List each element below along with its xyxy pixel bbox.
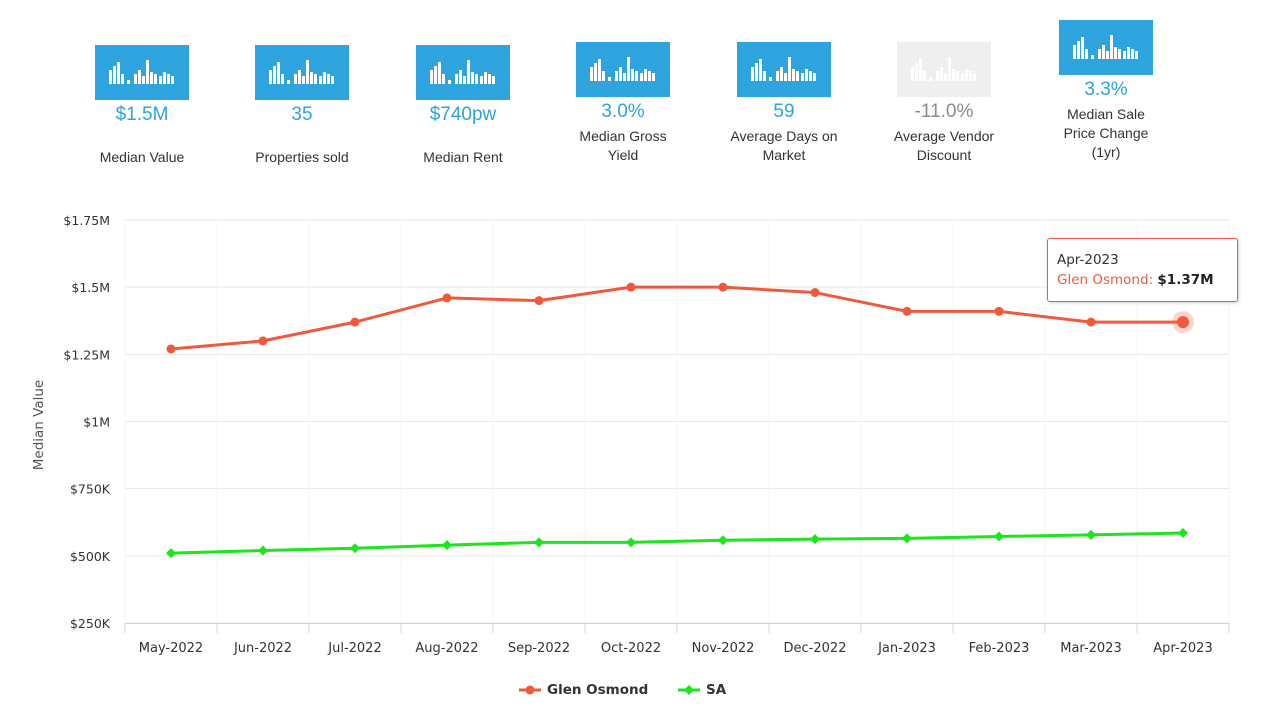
stat-average-days-on-market[interactable]: 59 Average Days on Market — [709, 42, 859, 165]
stat-label: Median Value — [99, 149, 185, 165]
stat-value: 3.3% — [1084, 79, 1128, 100]
legend-label: Glen Osmond — [547, 682, 649, 698]
tooltip-value: $1.37M — [1157, 272, 1214, 288]
x-tick-label: Jul-2022 — [327, 641, 381, 656]
y-tick-label: $1.25M — [63, 347, 110, 362]
stat-value: 59 — [773, 101, 795, 122]
stat-label: Properties sold — [255, 149, 349, 165]
y-tick-label: $1.5M — [71, 280, 110, 295]
stat-label: Average Days on Market — [730, 128, 838, 163]
data-point[interactable] — [258, 336, 268, 346]
data-point[interactable] — [994, 306, 1004, 316]
line-chart: $250K $500K $750K $1M $1.25M $1.5M $1.75M May-… — [31, 213, 1230, 656]
data-point[interactable] — [626, 282, 636, 292]
data-point[interactable] — [810, 534, 820, 545]
stat-value: -11.0% — [914, 101, 974, 122]
legend: Glen Osmond SA — [0, 682, 1261, 704]
y-tick-label: $750K — [70, 482, 111, 497]
bar-chart-icon — [737, 42, 831, 97]
series-line — [170, 285, 1183, 351]
tooltip-series: Glen Osmond — [1057, 272, 1149, 288]
x-tick-label: Oct-2022 — [601, 641, 661, 656]
tooltip-line: Glen Osmond: $1.37M — [1057, 272, 1214, 288]
x-tick-label: Sep-2022 — [508, 641, 570, 656]
stat-median-value[interactable]: $1.5M Median Value — [67, 45, 217, 167]
data-point[interactable] — [350, 317, 360, 327]
data-point[interactable] — [902, 533, 912, 544]
tooltip: Apr-2023 Glen Osmond: $1.37M — [1047, 238, 1238, 302]
x-axis: May-2022 Jun-2022 Jul-2022 Aug-2022 Sep-2022… — [124, 623, 1230, 656]
series-line — [170, 531, 1184, 555]
bar-chart-icon — [1059, 20, 1153, 75]
series-layer — [166, 282, 1194, 559]
stat-average-vendor-discount[interactable]: -11.0% Average Vendor Discount — [869, 42, 1019, 165]
x-tick-label: Apr-2023 — [1153, 641, 1212, 656]
data-point[interactable] — [626, 537, 636, 548]
bar-chart-icon — [897, 42, 991, 97]
stat-label: Median Sale Price Change (1yr) — [1063, 106, 1149, 160]
stat-median-rent[interactable]: $740pw Median Rent — [388, 45, 538, 167]
bar-chart-icon — [416, 45, 510, 100]
x-tick-label: Aug-2022 — [415, 641, 478, 656]
data-point[interactable] — [718, 535, 728, 546]
x-tick-label: Mar-2023 — [1060, 641, 1121, 656]
data-point[interactable] — [810, 288, 820, 298]
x-tick-label: Feb-2023 — [969, 641, 1030, 656]
y-tick-label: $1M — [83, 415, 110, 430]
data-point[interactable] — [1086, 529, 1096, 540]
data-point[interactable] — [1178, 527, 1188, 538]
data-point[interactable] — [1086, 317, 1096, 327]
y-tick-label: $500K — [70, 549, 111, 564]
data-point[interactable] — [994, 531, 1004, 542]
x-tick-label: Jan-2023 — [877, 641, 936, 656]
data-point[interactable] — [442, 293, 452, 303]
bar-chart-icon — [576, 42, 670, 97]
series-glen-osmond — [166, 282, 1194, 354]
legend-item-sa[interactable]: SA — [678, 682, 726, 698]
data-point[interactable] — [166, 344, 176, 354]
y-tick-label: $250K — [70, 616, 111, 631]
stat-value: $1.5M — [115, 104, 169, 125]
bar-chart-icon — [95, 45, 189, 100]
data-point[interactable] — [902, 306, 912, 316]
tooltip-date: Apr-2023 — [1057, 252, 1119, 268]
data-point[interactable] — [1177, 316, 1189, 329]
data-point[interactable] — [258, 545, 268, 556]
stats-bar: $1.5M Median Value 35 Properties sold $7… — [0, 0, 1261, 190]
data-point[interactable] — [718, 282, 728, 292]
data-point[interactable] — [350, 543, 360, 554]
legend-label: SA — [706, 682, 727, 698]
diamond-marker-icon — [678, 685, 700, 695]
data-point[interactable] — [166, 548, 176, 559]
stat-label: Median Rent — [423, 149, 503, 165]
circle-marker-icon — [519, 685, 541, 695]
y-tick-label: $1.75M — [63, 213, 110, 228]
stat-properties-sold[interactable]: 35 Properties sold — [227, 45, 377, 167]
data-point[interactable] — [534, 537, 544, 548]
data-point[interactable] — [534, 296, 544, 306]
x-tick-label: Jun-2022 — [233, 641, 292, 656]
stat-value: 35 — [291, 104, 313, 125]
series-sa — [166, 527, 1188, 559]
stat-value: 3.0% — [601, 101, 645, 122]
stat-median-gross-yield[interactable]: 3.0% Median Gross Yield — [548, 42, 698, 165]
x-tick-label: Nov-2022 — [692, 641, 755, 656]
x-tick-label: May-2022 — [139, 641, 203, 656]
bar-chart-icon — [255, 45, 349, 100]
y-axis-title: Median Value — [31, 380, 47, 470]
stat-median-sale-price-change[interactable]: 3.3% Median Sale Price Change (1yr) — [1031, 20, 1181, 162]
legend-item-glen-osmond[interactable]: Glen Osmond — [519, 682, 648, 698]
y-axis: $250K $500K $750K $1M $1.25M $1.5M $1.75M — [63, 213, 110, 631]
stat-label: Median Gross Yield — [579, 128, 667, 163]
x-tick-label: Dec-2022 — [784, 641, 847, 656]
stat-label: Average Vendor Discount — [893, 128, 995, 163]
data-point[interactable] — [442, 540, 452, 551]
stat-value: $740pw — [429, 104, 497, 125]
